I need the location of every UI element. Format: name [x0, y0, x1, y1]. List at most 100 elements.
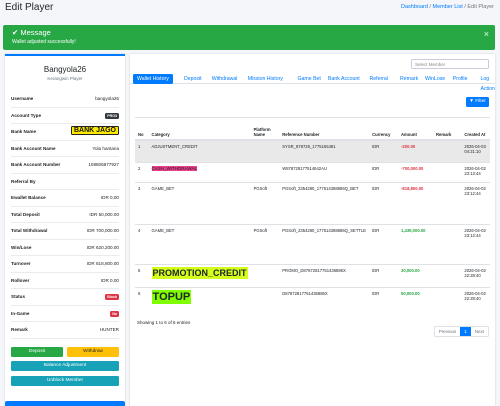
cell-platform — [250, 264, 280, 288]
cell-currency: IDR — [369, 224, 399, 265]
cell-created: 2026-04-02 23:12:44 — [461, 224, 490, 265]
category-text: GAME_BET — [151, 186, 175, 191]
deposit-button[interactable]: Deposit — [11, 347, 63, 357]
breadcrumb-item[interactable]: Member List — [432, 4, 463, 10]
created-date: 2026-04-03 — [464, 143, 486, 149]
cell-currency: IDR — [369, 139, 399, 163]
cell-remark — [433, 139, 462, 163]
created-time: 23:12:44 — [464, 191, 481, 196]
info-row: Remark HUNTER — [11, 322, 119, 339]
tab[interactable]: WinLose — [425, 76, 446, 82]
page-button[interactable]: 1 — [460, 327, 471, 336]
unblock-button[interactable]: Unblock Member — [11, 376, 119, 386]
info-value: IDR 818,800.00 — [86, 261, 119, 266]
tab[interactable]: Bank Account — [328, 76, 360, 82]
cell-amount: 1,439,000.00 — [398, 224, 433, 265]
created-time: 04:21:10 — [464, 148, 481, 154]
info-row: Bank Account Name Yola hantana — [11, 141, 119, 157]
info-label: Total Deposit — [11, 211, 40, 217]
info-label: Bank Account Name — [11, 145, 56, 151]
created-date: 2026-04-02 — [464, 291, 486, 296]
table-row: 3 GAME_BET PGSoft PGSoft_2354280_1775143888… — [135, 182, 490, 225]
info-value: bangyola26 — [95, 96, 119, 101]
cell-no: 4 — [135, 224, 149, 265]
cell-currency: IDR — [369, 287, 399, 310]
cell-no: 3 — [135, 182, 149, 225]
info-label: Remark — [11, 327, 28, 332]
info-value: No — [110, 310, 119, 317]
cell-remark — [433, 182, 462, 225]
cell-no: 1 — [135, 139, 149, 163]
info-label: Total Withdrawal — [11, 228, 48, 233]
info-row: Turnover IDR 818,800.00 — [11, 256, 119, 273]
alert-text: Wallet adjusted successfully! — [12, 39, 76, 45]
category-text: TOPUP — [151, 290, 192, 304]
breadcrumb-sep: / — [427, 4, 433, 10]
cell-currency: IDR — [369, 264, 399, 288]
member-select[interactable]: Select Member — [411, 59, 489, 69]
page-button[interactable]: Previous — [438, 329, 457, 334]
tab[interactable]: Game Bet — [297, 76, 321, 82]
cell-remark — [433, 224, 462, 265]
column-header: Platform Name — [250, 117, 280, 141]
category-text: CASH_WITHDRAWAL — [151, 166, 197, 171]
cell-reference: W878728177514642AU — [279, 162, 370, 183]
table-row: 4 GAME_BET PGSoft PGSoft_2354280_1775143888… — [135, 224, 490, 265]
column-header: Remark — [433, 117, 462, 141]
created-time: 23:13:44 — [464, 171, 481, 176]
cell-platform — [250, 139, 280, 163]
tab[interactable]: Log Action — [480, 76, 495, 92]
history-card: Select Member Wallet History Deposit Withd… — [130, 54, 495, 406]
filter-label: Filter — [475, 99, 486, 104]
withdraw-button[interactable]: Withdraw — [67, 347, 119, 357]
cell-category: GAME_BET — [148, 224, 251, 265]
info-value: IDR 0,00 — [100, 277, 119, 283]
category-text: ADJUSTMENT_CREDIT — [151, 143, 198, 149]
column-header: Currency — [369, 117, 399, 141]
cell-platform — [250, 287, 280, 310]
info-row: Bank Account Number 108806877927 — [11, 157, 119, 174]
player-name: Bangyola26 — [43, 65, 87, 74]
cell-created: 2026-04-02 23:13:44 — [461, 162, 490, 183]
info-row: Bank Name BANK JAGO — [11, 124, 119, 141]
cell-currency: IDR — [369, 182, 399, 225]
tabs: Wallet History Deposit Withdrawal Mission H… — [130, 72, 495, 92]
history-table: No Category Platform Name Reference Number C… — [135, 117, 490, 310]
created-date: 2026-04-02 — [464, 186, 486, 191]
tab[interactable]: Wallet History — [133, 74, 173, 84]
cell-reference: SYSR_878728_1775165481 — [279, 139, 370, 163]
page-button[interactable]: Next — [474, 329, 484, 334]
tab[interactable]: Remark — [400, 76, 419, 82]
cell-created: 2026-04-02 22:28:40 — [461, 287, 490, 310]
cell-category: TOPUP — [148, 287, 251, 310]
tab[interactable]: Deposit — [184, 76, 202, 82]
breadcrumb-item[interactable]: Dashboard — [401, 4, 428, 10]
tab[interactable]: Mission History — [247, 76, 283, 82]
cell-remark — [433, 264, 462, 288]
table-row: 6 TOPUP D87872817751436886X IDR 50,000.00 202… — [135, 287, 490, 310]
info-row: Rollover IDR 0,00 — [11, 273, 119, 289]
info-value: IDR 700,000.00 — [86, 228, 119, 233]
cell-no: 5 — [135, 264, 149, 288]
table-body: 1 ADJUSTMENT_CREDIT SYSR_878728_1775165481… — [135, 139, 490, 310]
tab[interactable]: Withdrawal — [211, 76, 238, 82]
alert-close[interactable]: × — [483, 29, 489, 39]
created-date: 2026-04-02 — [464, 228, 486, 233]
info-value: IDR 50,000.00 — [89, 211, 119, 217]
info-label: Username — [11, 96, 34, 101]
info-label: Win/Lose — [11, 244, 32, 250]
filter-button[interactable]: ▼ Filter — [466, 97, 489, 107]
info-row: Status Block — [11, 289, 119, 306]
tab[interactable]: Referral — [369, 76, 388, 82]
balance-adjust-button[interactable]: Balance Adjustment — [11, 361, 119, 371]
breadcrumb-item: Edit Player — [467, 4, 494, 10]
table-row: 5 PROMOTION_CREDIT PROMO_D8787281775143688… — [135, 264, 490, 288]
category-text: GAME_BET — [151, 228, 175, 233]
column-header: Reference Number — [279, 117, 370, 141]
cell-platform: PGSoft — [250, 182, 280, 225]
tab[interactable]: Profile — [452, 76, 468, 82]
info-label: Ewallet Balance — [11, 195, 46, 200]
table-row: 1 ADJUSTMENT_CREDIT SYSR_878728_1775165481… — [135, 139, 490, 163]
